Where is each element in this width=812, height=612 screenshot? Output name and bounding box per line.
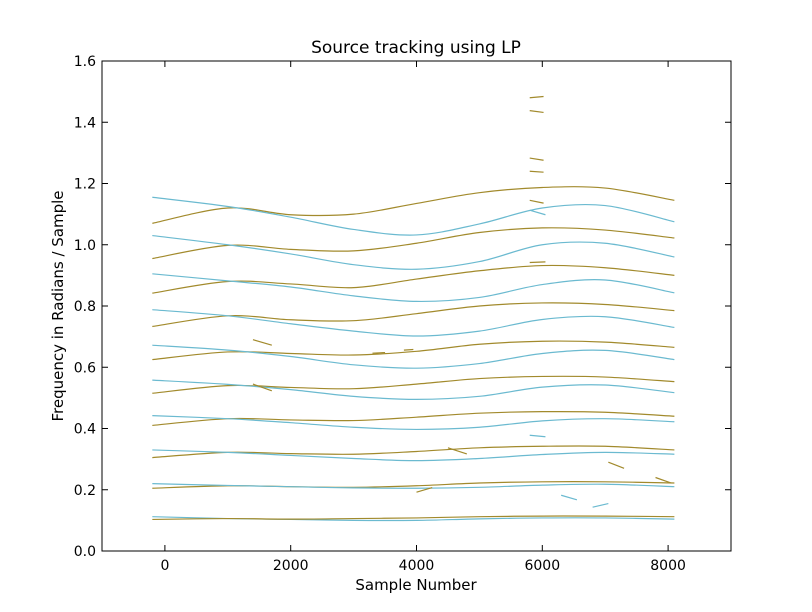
series-line-5 xyxy=(152,445,675,459)
y-tick-label: 1.6 xyxy=(74,54,96,70)
track-fragment-7 xyxy=(529,261,546,264)
track-fragment-6 xyxy=(529,209,546,216)
track-fragment-15 xyxy=(655,476,672,484)
series-line-20 xyxy=(152,196,675,236)
x-axis-title: Sample Number xyxy=(355,576,477,594)
track-fragment-2 xyxy=(529,110,544,114)
series-line-17 xyxy=(152,227,675,260)
track-fragment-16 xyxy=(416,487,433,493)
track-fragment-1 xyxy=(529,95,544,99)
series-line-15 xyxy=(152,264,675,294)
track-fragment-17 xyxy=(561,494,578,501)
y-tick-label: 0.8 xyxy=(74,299,96,315)
y-tick-label: 0.4 xyxy=(74,422,96,438)
y-tick-label: 1.4 xyxy=(74,115,96,131)
x-tick-label: 2000 xyxy=(273,558,309,574)
x-tick-label: 6000 xyxy=(524,558,560,574)
series-line-16 xyxy=(152,273,675,303)
y-tick-label: 1.2 xyxy=(74,177,96,193)
track-fragment-9 xyxy=(372,351,386,354)
track-fragment-11 xyxy=(252,383,273,392)
track-fragment-5 xyxy=(529,199,544,204)
series-line-6 xyxy=(152,449,675,462)
series-line-14 xyxy=(152,309,675,337)
x-tick-label: 8000 xyxy=(650,558,686,574)
series-line-2 xyxy=(152,515,675,521)
track-fragment-13 xyxy=(447,447,468,455)
series-line-10 xyxy=(152,379,675,401)
series-line-7 xyxy=(152,410,675,427)
plot-area xyxy=(152,95,675,522)
series-line-18 xyxy=(152,234,675,270)
track-fragment-12 xyxy=(529,434,546,438)
track-fragment-4 xyxy=(529,170,544,173)
series-line-12 xyxy=(152,344,675,369)
x-tick-label: 4000 xyxy=(399,558,435,574)
series-line-4 xyxy=(152,483,675,489)
axes: 0 2000 4000 6000 8000 0.0 0.2 0.4 0.6 0.8 1.0 1.2 1.… xyxy=(74,54,732,574)
y-tick-label: 0.2 xyxy=(74,483,96,499)
series-line-13 xyxy=(152,302,675,328)
chart-title: Source tracking using LP xyxy=(311,38,521,58)
x-tick-label: 0 xyxy=(160,558,169,574)
track-fragment-18 xyxy=(592,502,609,508)
series-group xyxy=(152,95,675,522)
track-fragment-10 xyxy=(403,348,414,351)
y-tick-label: 1.0 xyxy=(74,238,96,254)
y-tick-label: 0.0 xyxy=(74,544,96,560)
track-fragment-14 xyxy=(608,461,625,469)
track-fragment-8 xyxy=(252,339,272,346)
series-line-8 xyxy=(152,415,675,431)
y-axis-title: Frequency in Radians / Sample xyxy=(49,190,67,421)
y-tick-label: 0.6 xyxy=(74,360,96,376)
track-fragment-3 xyxy=(529,157,544,161)
